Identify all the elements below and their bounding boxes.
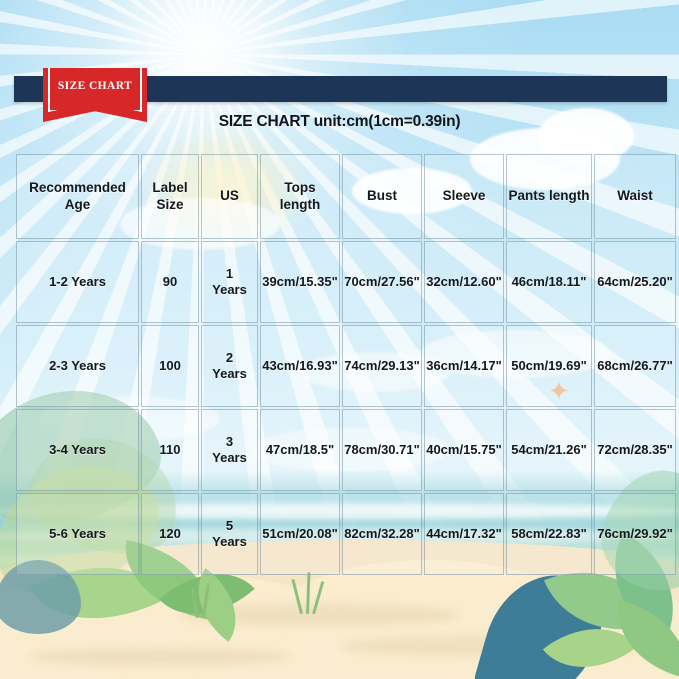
- cell-label-size: 110: [141, 409, 199, 491]
- table-row: 1-2 Years 90 1 Years 39cm/15.35" 70cm/27…: [16, 241, 676, 323]
- cell-recommended-age: 5-6 Years: [16, 493, 139, 575]
- cell-tops-length: 39cm/15.35": [260, 241, 340, 323]
- column-header-us: US: [201, 154, 258, 239]
- cell-bust: 70cm/27.56": [342, 241, 422, 323]
- cloud-icon: [300, 352, 450, 392]
- size-chart-table-wrapper: Recommended Age Label Size US Tops lengt…: [14, 152, 676, 575]
- table-header-row: Recommended Age Label Size US Tops lengt…: [16, 154, 676, 239]
- cell-label-size: 100: [141, 325, 199, 407]
- cell-us: 5 Years: [201, 493, 258, 575]
- cell-us: 1 Years: [201, 241, 258, 323]
- sand-dune-shadow: [180, 604, 460, 626]
- starfish-icon: ✦: [548, 376, 570, 406]
- cell-sleeve: 40cm/15.75": [424, 409, 504, 491]
- cell-bust: 74cm/29.13": [342, 325, 422, 407]
- cell-pants-length: 58cm/22.83": [506, 493, 592, 575]
- cell-sleeve: 36cm/14.17": [424, 325, 504, 407]
- cell-pants-length: 54cm/21.26": [506, 409, 592, 491]
- table-row: 5-6 Years 120 5 Years 51cm/20.08" 82cm/3…: [16, 493, 676, 575]
- column-header-waist: Waist: [594, 154, 676, 239]
- cell-recommended-age: 2-3 Years: [16, 325, 139, 407]
- cell-recommended-age: 3-4 Years: [16, 409, 139, 491]
- cloud-icon: [420, 330, 610, 378]
- column-header-tops-length: Tops length: [260, 154, 340, 239]
- cell-label-size: 90: [141, 241, 199, 323]
- cloud-icon: [352, 168, 472, 214]
- leaf-icon: [0, 560, 81, 634]
- cell-tops-length: 51cm/20.08": [260, 493, 340, 575]
- cell-waist: 64cm/25.20": [594, 241, 676, 323]
- cell-bust: 78cm/30.71": [342, 409, 422, 491]
- cell-tops-length: 47cm/18.5": [260, 409, 340, 491]
- column-header-label-size: Label Size: [141, 154, 199, 239]
- cell-us: 2 Years: [201, 325, 258, 407]
- cell-waist: 76cm/29.92": [594, 493, 676, 575]
- ribbon-label: SIZE CHART: [57, 80, 133, 92]
- column-header-pants-length: Pants length: [506, 154, 592, 239]
- column-header-bust: Bust: [342, 154, 422, 239]
- cell-bust: 82cm/32.28": [342, 493, 422, 575]
- page-title: SIZE CHART unit:cm(1cm=0.39in): [218, 113, 461, 130]
- cloud-icon: [250, 428, 450, 472]
- cell-waist: 68cm/26.77": [594, 325, 676, 407]
- column-header-recommended-age: Recommended Age: [16, 154, 139, 239]
- cell-tops-length: 43cm/16.93": [260, 325, 340, 407]
- cell-pants-length: 50cm/19.69": [506, 325, 592, 407]
- cell-recommended-age: 1-2 Years: [16, 241, 139, 323]
- cell-sleeve: 44cm/17.32": [424, 493, 504, 575]
- cell-us: 3 Years: [201, 409, 258, 491]
- size-chart-table: Recommended Age Label Size US Tops lengt…: [14, 152, 678, 577]
- table-row: 3-4 Years 110 3 Years 47cm/18.5" 78cm/30…: [16, 409, 676, 491]
- table-row: 2-3 Years 100 2 Years 43cm/16.93" 74cm/2…: [16, 325, 676, 407]
- cell-sleeve: 32cm/12.60": [424, 241, 504, 323]
- column-header-sleeve: Sleeve: [424, 154, 504, 239]
- cell-pants-length: 46cm/18.11": [506, 241, 592, 323]
- cell-waist: 72cm/28.35": [594, 409, 676, 491]
- sand-dune-shadow: [30, 648, 290, 666]
- cell-label-size: 120: [141, 493, 199, 575]
